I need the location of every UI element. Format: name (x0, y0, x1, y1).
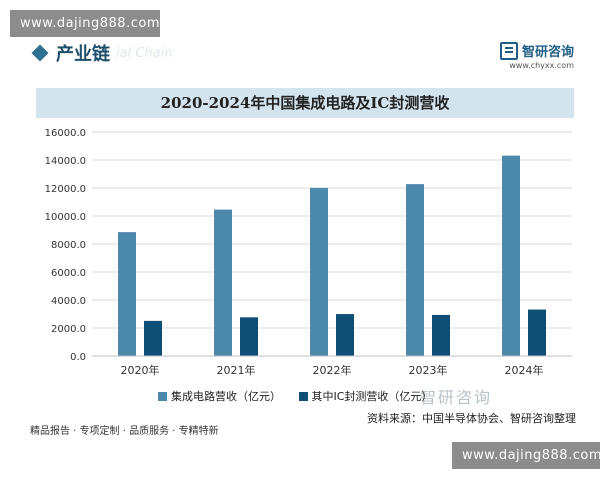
chart-title: 2020-2024年中国集成电路及IC封测营收 (36, 88, 574, 118)
bar-ic (240, 317, 258, 356)
diamond-icon (31, 44, 49, 62)
bar-ic (336, 314, 354, 356)
legend-item-total: 集成电路营收（亿元） (158, 388, 281, 404)
footer: 精品报告 · 专项定制 · 品质服务 · 专精特新 (24, 422, 584, 438)
y-tick-label: 6000.0 (51, 268, 86, 279)
bar-ic (144, 320, 162, 356)
x-tick-label: 2022年 (313, 363, 352, 377)
legend-label-ic: 其中IC封测营收（亿元） (311, 390, 433, 403)
y-tick-label: 4000.0 (51, 296, 86, 307)
x-tick-label: 2021年 (217, 363, 256, 377)
y-tick-label: 10000.0 (45, 212, 86, 223)
legend-item-ic: 其中IC封测营收（亿元） (298, 388, 433, 404)
brand-logo-icon (499, 41, 518, 60)
y-tick-label: 2000.0 (51, 324, 86, 335)
x-tick-label: 2024年 (505, 363, 544, 377)
bar-ic (432, 314, 450, 356)
x-tick-label: 2020年 (121, 363, 160, 377)
section-title: 产业链 (56, 44, 110, 65)
bar-total (502, 155, 520, 356)
bar-total (406, 184, 424, 356)
infographic-card: 产业链 ial Chain 智研咨询 www.chyxx.com 2020-20… (24, 38, 584, 438)
mid-watermark: 智研咨询 (420, 388, 493, 407)
watermark-top: www.dajing888.com (10, 10, 160, 37)
legend-label-total: 集成电路营收（亿元） (171, 390, 281, 403)
y-tick-label: 12000.0 (45, 184, 86, 195)
bar-total (214, 209, 232, 356)
section-subtitle: ial Chain (116, 46, 173, 61)
x-tick-label: 2023年 (409, 363, 448, 377)
footer-text: 精品报告 · 专项定制 · 品质服务 · 专精特新 (30, 426, 219, 437)
bar-total (310, 187, 328, 356)
brand: 智研咨询 www.chyxx.com (499, 40, 574, 70)
legend-swatch-ic (298, 392, 308, 401)
legend-swatch-total (158, 392, 167, 401)
brand-url: www.chyxx.com (509, 61, 574, 70)
legend: 集成电路营收（亿元） 其中IC封测营收（亿元） (158, 388, 446, 404)
source-note: 资料来源：中国半导体协会、智研咨询整理 (367, 412, 576, 425)
bar-total (118, 232, 136, 356)
y-tick-label: 0.0 (70, 352, 86, 363)
y-tick-label: 8000.0 (51, 240, 86, 251)
bar-ic (528, 309, 546, 356)
watermark-bottom: www.dajing888.com (452, 442, 600, 469)
bar-chart: 0.0 2000.0 4000.0 6000.0 8000.0 10000.0 12000.… (45, 128, 572, 377)
header: 产业链 ial Chain 智研咨询 www.chyxx.com (24, 38, 584, 82)
y-tick-label: 16000.0 (45, 128, 86, 139)
y-tick-label: 14000.0 (45, 156, 86, 167)
brand-name: 智研咨询 (521, 45, 574, 60)
